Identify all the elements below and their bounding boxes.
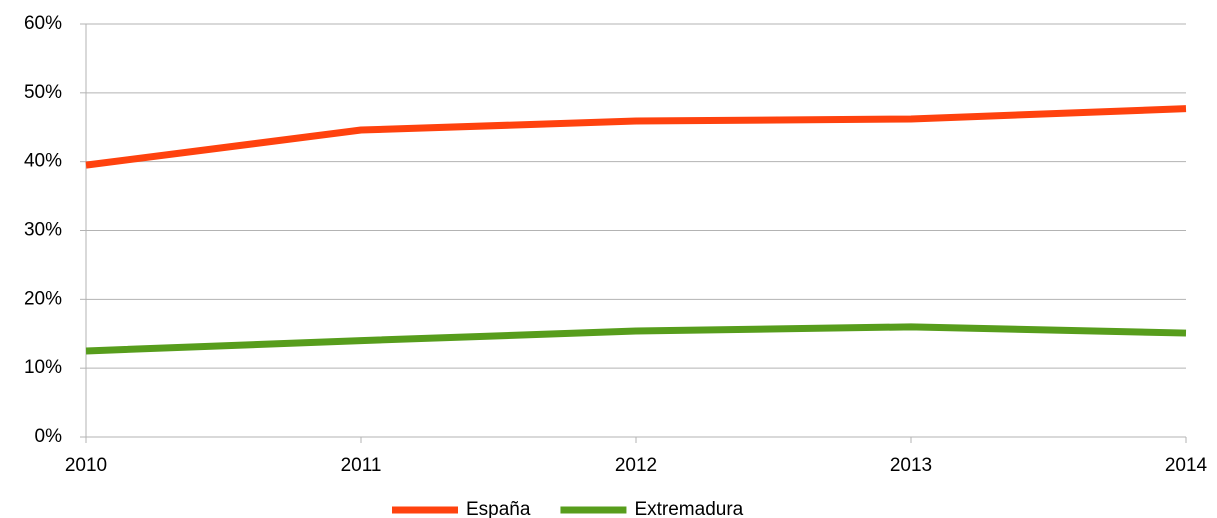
y-tick-label: 60%	[24, 13, 62, 34]
y-tick-label: 0%	[35, 426, 63, 447]
y-tick-label: 40%	[24, 151, 62, 172]
x-tick-label: 2010	[65, 455, 107, 476]
series-line	[85, 323, 1187, 355]
x-tick-label: 2013	[890, 455, 932, 476]
y-tick-label: 50%	[24, 82, 62, 103]
x-tick-label: 2014	[1165, 455, 1208, 476]
legend-label: Extremadura	[634, 499, 743, 518]
series-line	[85, 105, 1187, 169]
x-tick-label: 2011	[341, 455, 382, 476]
legend-label: España	[466, 499, 531, 518]
y-tick-label: 30%	[24, 220, 62, 241]
y-tick-label: 10%	[24, 357, 62, 378]
x-tick-label: 2012	[615, 455, 657, 476]
y-tick-label: 20%	[24, 288, 62, 309]
